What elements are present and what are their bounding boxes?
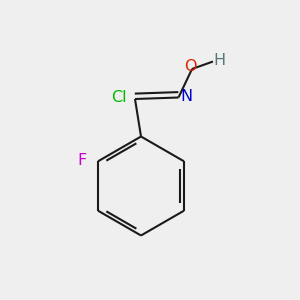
Text: O: O [184,59,197,74]
Text: N: N [180,89,192,104]
Text: F: F [77,153,86,168]
Text: H: H [213,53,225,68]
Text: Cl: Cl [111,90,126,105]
